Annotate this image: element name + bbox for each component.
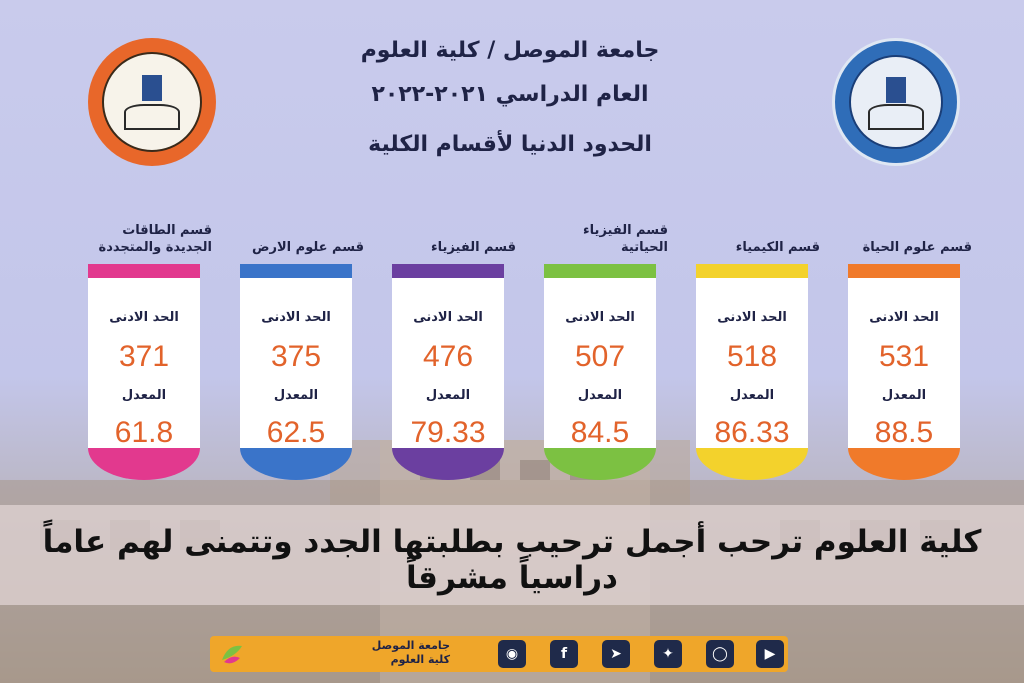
facebook-icon[interactable]: f bbox=[550, 640, 578, 668]
min-score-value: 507 bbox=[574, 340, 626, 373]
card-bottom-cap bbox=[544, 448, 656, 480]
card-body: الحد الادنى 375 المعدل 62.5 bbox=[240, 278, 352, 449]
department-card: قسم الفيزياء الحد الادنى 476 المعدل 79.33 bbox=[392, 240, 516, 480]
card-bottom-cap bbox=[88, 448, 200, 480]
card-top-bar bbox=[392, 264, 504, 278]
min-score-label: الحد الادنى bbox=[717, 310, 787, 325]
header-minimum-scores: الحدود الدنيا لأقسام الكلية bbox=[368, 132, 652, 157]
footer-bar: جامعة الموصل كلية العلوم ◉ f ➤ ✦ ◯ ▶ bbox=[210, 636, 788, 672]
card-body: الحد الادنى 518 المعدل 86.33 bbox=[696, 278, 808, 449]
card-bottom-cap bbox=[240, 448, 352, 480]
card-body: الحد الادنى 371 المعدل 61.8 bbox=[88, 278, 200, 449]
department-card: قسم علوم الحياة الحد الادنى 531 المعدل 88.5 bbox=[848, 240, 972, 480]
average-value: 62.5 bbox=[266, 416, 326, 449]
department-name: قسم الكيمياء bbox=[735, 240, 820, 255]
min-score-value: 371 bbox=[118, 340, 170, 373]
average-value: 84.5 bbox=[570, 416, 630, 449]
average-value: 86.33 bbox=[714, 416, 790, 449]
twitter-icon[interactable]: ✦ bbox=[654, 640, 682, 668]
min-score-value: 476 bbox=[422, 340, 474, 373]
department-name: قسم علوم الحياة bbox=[862, 240, 972, 255]
university-of-mosul-logo bbox=[88, 38, 216, 166]
department-name: قسم علوم الارض bbox=[252, 240, 364, 255]
card-top-bar bbox=[240, 264, 352, 278]
card-bottom-cap bbox=[848, 448, 960, 480]
average-label: المعدل bbox=[881, 388, 927, 403]
card-top-bar bbox=[544, 264, 656, 278]
average-value: 79.33 bbox=[410, 416, 486, 449]
department-card: قسم الطاقات الجديدة والمتجددة الحد الادنى… bbox=[88, 223, 212, 480]
min-score-label: الحد الادنى bbox=[869, 310, 939, 325]
department-name: قسم الطاقات الجديدة والمتجددة bbox=[98, 223, 212, 255]
min-score-label: الحد الادنى bbox=[565, 310, 635, 325]
youtube-icon[interactable]: ▶ bbox=[756, 640, 784, 668]
min-score-label: الحد الادنى bbox=[413, 310, 483, 325]
average-value: 88.5 bbox=[874, 416, 934, 449]
average-label: المعدل bbox=[729, 388, 775, 403]
min-score-label: الحد الادنى bbox=[109, 310, 179, 325]
header-university-college: جامعة الموصل / كلية العلوم bbox=[360, 38, 660, 63]
average-label: المعدل bbox=[425, 388, 471, 403]
card-bottom-cap bbox=[392, 448, 504, 480]
card-top-bar bbox=[88, 264, 200, 278]
college-of-science-logo bbox=[832, 38, 960, 166]
department-name: قسم الفيزياء bbox=[431, 240, 516, 255]
instagram-icon[interactable]: ◯ bbox=[706, 640, 734, 668]
card-body: الحد الادنى 507 المعدل 84.5 bbox=[544, 278, 656, 449]
telegram-icon[interactable]: ➤ bbox=[602, 640, 630, 668]
average-label: المعدل bbox=[577, 388, 623, 403]
average-label: المعدل bbox=[273, 388, 319, 403]
slogan-banner bbox=[0, 505, 1024, 605]
card-body: الحد الادنى 531 المعدل 88.5 bbox=[848, 278, 960, 449]
department-card: قسم الكيمياء الحد الادنى 518 المعدل 86.33 bbox=[696, 240, 820, 480]
department-card: قسم الفيزياء الحياتية الحد الادنى 507 المعد… bbox=[544, 223, 668, 480]
header-academic-year: العام الدراسي ٢٠٢١-٢٠٢٢ bbox=[371, 82, 649, 107]
footer-university-name: جامعة الموصل كلية العلوم bbox=[371, 639, 450, 666]
web-icon[interactable]: ◉ bbox=[498, 640, 526, 668]
average-label: المعدل bbox=[121, 388, 167, 403]
min-score-value: 531 bbox=[878, 340, 930, 373]
average-value: 61.8 bbox=[114, 416, 174, 449]
min-score-value: 375 bbox=[270, 340, 322, 373]
min-score-label: الحد الادنى bbox=[261, 310, 331, 325]
card-bottom-cap bbox=[696, 448, 808, 480]
card-top-bar bbox=[696, 264, 808, 278]
card-top-bar bbox=[848, 264, 960, 278]
department-card: قسم علوم الارض الحد الادنى 375 المعدل 62.5 bbox=[240, 240, 364, 480]
department-name: قسم الفيزياء الحياتية bbox=[583, 223, 668, 255]
min-score-value: 518 bbox=[726, 340, 778, 373]
welcome-slogan: كلية العلوم ترحب أجمل ترحيب بطلبتها الجد… bbox=[42, 524, 982, 596]
card-body: الحد الادنى 476 المعدل 79.33 bbox=[392, 278, 504, 449]
brand-leaf-icon bbox=[222, 645, 242, 664]
